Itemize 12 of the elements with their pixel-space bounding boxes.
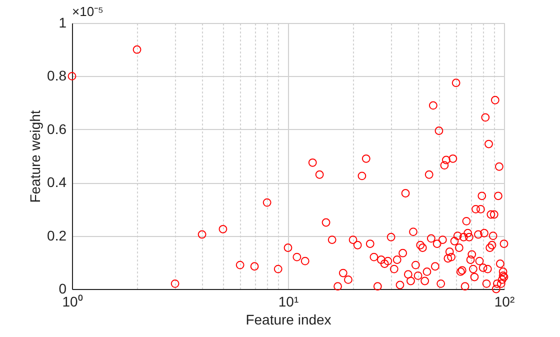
y-axis-title: Feature weight [27, 110, 44, 203]
x-axis-title: Feature index [246, 312, 332, 328]
y-tick-label: 0 [58, 280, 67, 296]
y-tick-label: 0.2 [47, 227, 67, 244]
y-tick-label: 0.8 [47, 68, 67, 84]
y-tick-label: 0.6 [47, 120, 67, 137]
text: ×10⁻⁵ [72, 4, 104, 19]
x-tick-label: 10² [494, 294, 515, 310]
y-tick-label: 0.4 [47, 174, 67, 190]
x-tick-label: 10¹ [278, 294, 299, 310]
y-tick-label: 1 [58, 14, 67, 30]
x-tick-label: 10⁰ [62, 294, 83, 310]
